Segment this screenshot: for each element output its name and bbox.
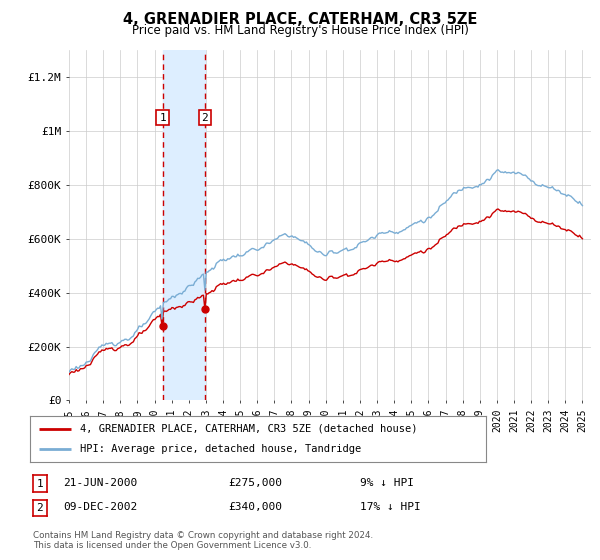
Text: 1: 1 [37,479,43,489]
Text: 2: 2 [202,113,208,123]
Text: £340,000: £340,000 [228,502,282,512]
Text: 21-JUN-2000: 21-JUN-2000 [63,478,137,488]
Text: £275,000: £275,000 [228,478,282,488]
Text: 4, GRENADIER PLACE, CATERHAM, CR3 5ZE: 4, GRENADIER PLACE, CATERHAM, CR3 5ZE [123,12,477,27]
Text: Price paid vs. HM Land Registry's House Price Index (HPI): Price paid vs. HM Land Registry's House … [131,24,469,37]
Bar [163,50,205,400]
Text: 2: 2 [37,503,43,513]
Text: 17% ↓ HPI: 17% ↓ HPI [360,502,421,512]
Text: 09-DEC-2002: 09-DEC-2002 [63,502,137,512]
Text: 1: 1 [159,113,166,123]
Text: 4, GRENADIER PLACE, CATERHAM, CR3 5ZE (detached house): 4, GRENADIER PLACE, CATERHAM, CR3 5ZE (d… [80,424,418,434]
Text: Contains HM Land Registry data © Crown copyright and database right 2024.
This d: Contains HM Land Registry data © Crown c… [33,531,373,550]
Text: 9% ↓ HPI: 9% ↓ HPI [360,478,414,488]
Text: HPI: Average price, detached house, Tandridge: HPI: Average price, detached house, Tand… [80,444,361,454]
